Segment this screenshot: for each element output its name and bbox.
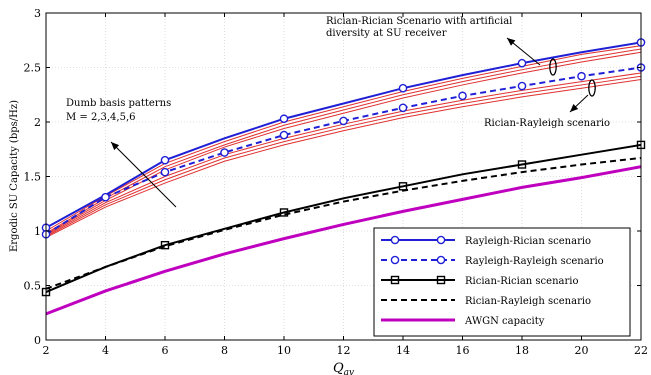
annotation-dumb-2: M = 2,3,4,5,6 bbox=[66, 112, 136, 123]
arrow-rician-rician-head bbox=[507, 38, 516, 46]
pattern-lines bbox=[45, 45, 642, 238]
data-point bbox=[101, 192, 110, 202]
pattern-line bbox=[45, 78, 642, 238]
y-tick-label: 0.5 bbox=[24, 280, 42, 293]
data-point bbox=[220, 148, 229, 157]
x-tick-label: 2 bbox=[43, 344, 50, 357]
legend-marker bbox=[436, 235, 446, 245]
pattern-line bbox=[45, 75, 642, 237]
annotation-arrows bbox=[110, 37, 596, 208]
data-point bbox=[279, 114, 289, 124]
x-tick-label: 10 bbox=[277, 344, 291, 357]
legend-marker bbox=[436, 275, 446, 285]
x-tick-label: 8 bbox=[221, 344, 228, 357]
y-tick-label: 0 bbox=[34, 334, 41, 347]
series-group bbox=[41, 38, 646, 316]
y-tick-label: 2.5 bbox=[24, 62, 42, 75]
data-point bbox=[279, 130, 289, 140]
arrow-rician-rayleigh-head bbox=[570, 103, 579, 112]
x-tick-label: 12 bbox=[337, 344, 351, 357]
series-line bbox=[45, 156, 642, 290]
x-tick-label: 6 bbox=[162, 344, 169, 357]
legend-marker bbox=[390, 235, 400, 245]
x-tick-label: 14 bbox=[396, 344, 410, 357]
ticks: 2 4 6 8 10 12 14 16 18 20 22 0 0.5 1 1.5 2 2.5 3 bbox=[24, 7, 649, 357]
y-tick-label: 3 bbox=[34, 7, 41, 20]
x-tick-label: 22 bbox=[634, 344, 648, 357]
legend-marker bbox=[390, 255, 400, 265]
series-line bbox=[45, 165, 642, 316]
y-axis-label: Ergodic SU Capacity (bps/Hz) bbox=[9, 100, 20, 252]
data-point bbox=[160, 167, 170, 177]
y-tick-label: 2 bbox=[34, 116, 41, 129]
ellipse-rician-rayleigh bbox=[588, 79, 596, 97]
arrow-dumb-patterns bbox=[110, 141, 177, 208]
legend-marker bbox=[390, 275, 400, 285]
legend-label: Rayleigh-Rayleigh scenario bbox=[465, 256, 604, 267]
annotation-dumb-1: Dumb basis patterns bbox=[66, 98, 171, 109]
data-point bbox=[160, 155, 170, 165]
data-point bbox=[398, 103, 408, 113]
annotation-rician-rayleigh: Rician-Rayleigh scenario bbox=[484, 118, 610, 129]
x-axis-label: Qav bbox=[333, 361, 354, 375]
x-tick-label: 4 bbox=[102, 344, 109, 357]
legend-marker bbox=[436, 255, 446, 265]
series-line bbox=[45, 41, 642, 229]
data-point bbox=[279, 208, 289, 217]
x-tick-label: 20 bbox=[575, 344, 589, 357]
y-tick-label: 1 bbox=[34, 225, 41, 238]
data-point bbox=[517, 160, 527, 169]
data-point bbox=[517, 81, 527, 91]
x-tick-label: 16 bbox=[456, 344, 470, 357]
legend-label: AWGN capacity bbox=[464, 316, 545, 327]
legend-label: Rayleigh-Rician scenario bbox=[465, 236, 591, 247]
legend-label: Rician-Rician scenario bbox=[465, 276, 578, 287]
legend-box bbox=[373, 227, 631, 337]
x-tick-label: 18 bbox=[515, 344, 529, 357]
ellipse-rician-rician bbox=[549, 58, 557, 76]
pattern-line bbox=[45, 48, 642, 234]
data-point bbox=[517, 58, 527, 68]
data-point bbox=[398, 83, 408, 93]
pattern-line bbox=[45, 45, 642, 232]
data-point bbox=[339, 116, 348, 126]
arrow-dumb-patterns-head bbox=[111, 142, 120, 151]
y-tick-label: 1.5 bbox=[24, 171, 42, 184]
annotation-rician-rician-1: Rician-Rician Scenario with artificial bbox=[326, 16, 512, 27]
data-point bbox=[458, 91, 467, 101]
legend: Rayleigh-Rician scenario Rayleigh-Rayleig… bbox=[373, 227, 631, 337]
annotation-rician-rician-2: diversity at SU receiver bbox=[326, 28, 447, 39]
data-point bbox=[577, 71, 586, 81]
legend-label: Rician-Rayleigh scenario bbox=[465, 296, 591, 307]
